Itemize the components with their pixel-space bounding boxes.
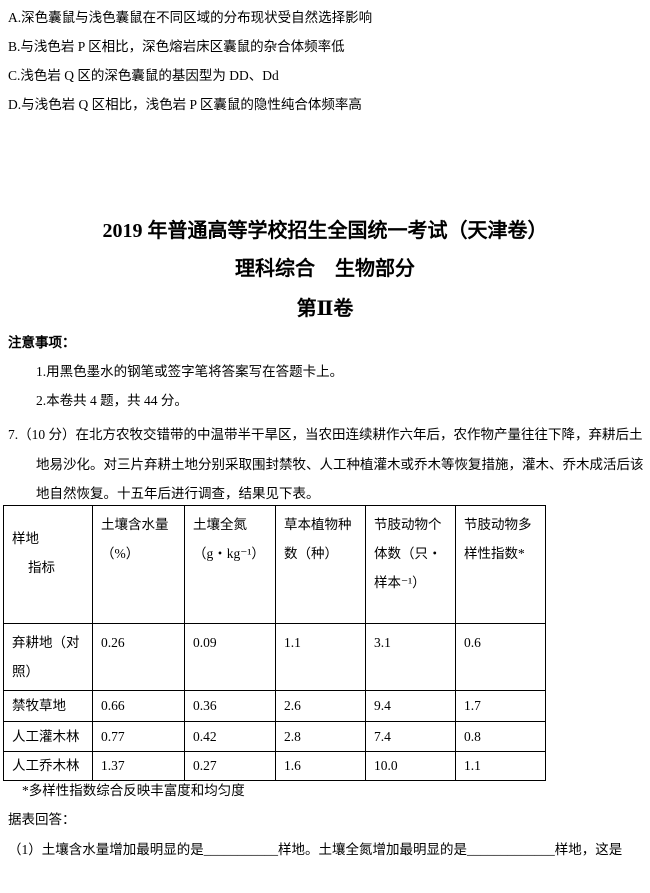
table-cell: 1.7 xyxy=(455,690,546,722)
table-note: *多样性指数综合反映丰富度和均匀度 xyxy=(22,783,245,798)
table-cell: 0.66 xyxy=(92,690,185,722)
table-cell: 0.27 xyxy=(184,751,276,781)
sub-question: （1）土壤含水量增加最明显的是___________样地。土壤全氮增加最明显的是… xyxy=(8,842,623,857)
row-header: 弃耕地（对照） xyxy=(3,623,93,691)
volume: 第Ⅱ卷 xyxy=(296,298,354,320)
column-header: 节肢动物多样性指数* xyxy=(455,505,546,624)
table-body: 样地 指标 土壤含水量（%） 土壤全氮（g・kg⁻¹） 草本植物种数（种） 节肢动物个体数… xyxy=(3,505,546,781)
row-header: 人工灌木林 xyxy=(3,721,93,752)
table-cell: 1.6 xyxy=(275,751,366,781)
option: D.与浅色岩 Q 区相比，浅色岩 P 区囊鼠的隐性纯合体频率高 xyxy=(8,97,362,112)
option: B.与浅色岩 P 区相比，深色熔岩床区囊鼠的杂合体频率低 xyxy=(8,39,345,54)
table-cell: 0.8 xyxy=(455,721,546,752)
table-row: 人工乔木林 1.37 0.27 1.6 10.0 1.1 xyxy=(3,751,546,781)
table-cell: 9.4 xyxy=(365,690,456,722)
table-cell: 0.6 xyxy=(455,623,546,691)
column-header: 节肢动物个体数（只・样本⁻¹） xyxy=(365,505,456,624)
column-header: 草本植物种数（种） xyxy=(275,505,366,624)
table-cell: 0.77 xyxy=(92,721,185,752)
prompt: 据表回答： xyxy=(8,812,76,827)
table-cell: 1.1 xyxy=(275,623,366,691)
table-cell: 3.1 xyxy=(365,623,456,691)
corner-label: 样地 xyxy=(12,531,39,546)
table-cell: 7.4 xyxy=(365,721,456,752)
table-cell: 1.37 xyxy=(92,751,185,781)
table-cell: 2.8 xyxy=(275,721,366,752)
table-cell: 1.1 xyxy=(455,751,546,781)
table-row: 弃耕地（对照） 0.26 0.09 1.1 3.1 0.6 xyxy=(3,623,546,691)
notice-heading: 注意事项： xyxy=(8,335,76,350)
table-cell: 0.42 xyxy=(184,721,276,752)
row-header: 人工乔木林 xyxy=(3,751,93,781)
corner-label: 指标 xyxy=(28,560,55,575)
table-cell: 0.09 xyxy=(184,623,276,691)
column-header: 土壤全氮（g・kg⁻¹） xyxy=(184,505,276,624)
table-cell: 10.0 xyxy=(365,751,456,781)
table-cell: 0.36 xyxy=(184,690,276,722)
corner-cell: 样地指标 xyxy=(3,505,93,624)
option: C.浅色岩 Q 区的深色囊鼠的基因型为 DD、Dd xyxy=(8,68,279,83)
row-header: 禁牧草地 xyxy=(3,690,93,722)
column-header: 土壤含水量（%） xyxy=(92,505,185,624)
notice-item: 2.本卷共 4 题，共 44 分。 xyxy=(36,393,188,408)
question-stem: 7.（10 分）在北方农牧交错带的中温带半干旱区，当农田连续耕作六年后，农作物产… xyxy=(8,427,644,501)
header-row: 样地 指标 土壤含水量（%） 土壤全氮（g・kg⁻¹） 草本植物种数（种） 节肢动物个体数… xyxy=(3,505,546,624)
table-cell: 2.6 xyxy=(275,690,366,722)
subtitle: 理科综合 生物部分 xyxy=(235,258,415,280)
data-table: 样地 指标 土壤含水量（%） 土壤全氮（g・kg⁻¹） 草本植物种数（种） 节肢动物个体数… xyxy=(3,505,546,781)
table-row: 禁牧草地 0.66 0.36 2.6 9.4 1.7 xyxy=(3,690,546,722)
table-cell: 0.26 xyxy=(92,623,185,691)
notice-item: 1.用黑色墨水的钢笔或签字笔将答案写在答题卡上。 xyxy=(36,364,344,379)
option: A.深色囊鼠与浅色囊鼠在不同区域的分布现状受自然选择影响 xyxy=(8,10,373,25)
title: 2019 年普通高等学校招生全国统一考试（天津卷） xyxy=(102,220,548,242)
table-row: 人工灌木林 0.77 0.42 2.8 7.4 0.8 xyxy=(3,721,546,752)
